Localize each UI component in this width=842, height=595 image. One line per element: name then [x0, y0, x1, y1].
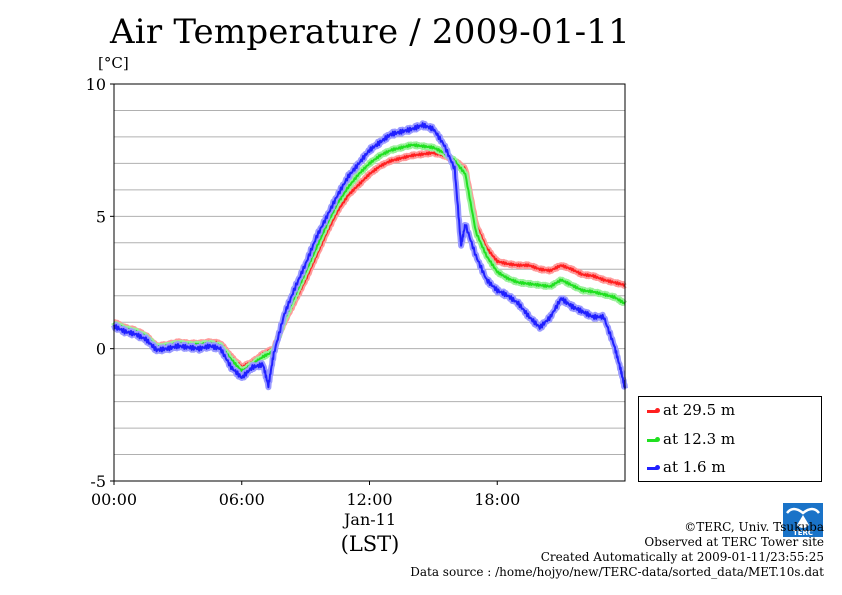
x-tick-label: 18:00 — [474, 490, 520, 509]
legend-item-29m: at 29.5 m — [647, 401, 735, 419]
x-tick-label: 00:00 — [91, 490, 137, 509]
credit-created: Created Automatically at 2009-01-11/23:5… — [540, 550, 824, 564]
x-axis-date-label: Jan-11 — [343, 510, 397, 529]
logo-wave-icon — [786, 507, 820, 515]
y-axis-unit: [°C] — [98, 54, 129, 72]
legend-swatch-blue — [647, 464, 660, 470]
legend-swatch-green — [647, 436, 660, 442]
plot-frame — [113, 83, 626, 482]
legend-swatch-red — [647, 407, 660, 413]
y-tick-label: 5 — [96, 207, 106, 226]
y-tick-label: 10 — [86, 75, 106, 94]
x-axis-timezone-label: (LST) — [340, 532, 400, 556]
legend-label: at 29.5 m — [663, 401, 736, 419]
logo-drop-icon — [797, 515, 809, 528]
series-line-0 — [113, 151, 626, 369]
legend-item-12m: at 12.3 m — [647, 430, 735, 448]
terc-logo: TERC — [783, 503, 823, 537]
y-tick-label: -5 — [90, 472, 106, 491]
axis-ticks: -5 0 5 10 00:00 06:00 12:00 18:00 — [86, 75, 521, 509]
x-tick-label: 12:00 — [346, 490, 392, 509]
logo-text: TERC — [793, 529, 813, 537]
credit-copyright: ©TERC, Univ. Tsukuba — [684, 520, 824, 534]
legend-label: at 12.3 m — [663, 430, 736, 448]
credits: ©TERC, Univ. Tsukuba Observed at TERC To… — [410, 520, 824, 580]
credit-source: Data source : /home/hojyo/new/TERC-data/… — [410, 565, 824, 579]
chart-title: Air Temperature / 2009-01-11 — [110, 12, 630, 52]
x-tick-label: 06:00 — [219, 490, 265, 509]
legend-label: at 1.6 m — [663, 458, 726, 476]
legend: at 29.5 m at 12.3 m at 1.6 m — [638, 396, 822, 482]
y-tick-label: 0 — [96, 340, 106, 359]
credit-observed: Observed at TERC Tower site — [644, 535, 824, 549]
series-band-0 — [112, 149, 627, 371]
series-group — [111, 120, 628, 391]
series-line-2 — [113, 122, 626, 389]
legend-item-1m: at 1.6 m — [647, 458, 726, 476]
